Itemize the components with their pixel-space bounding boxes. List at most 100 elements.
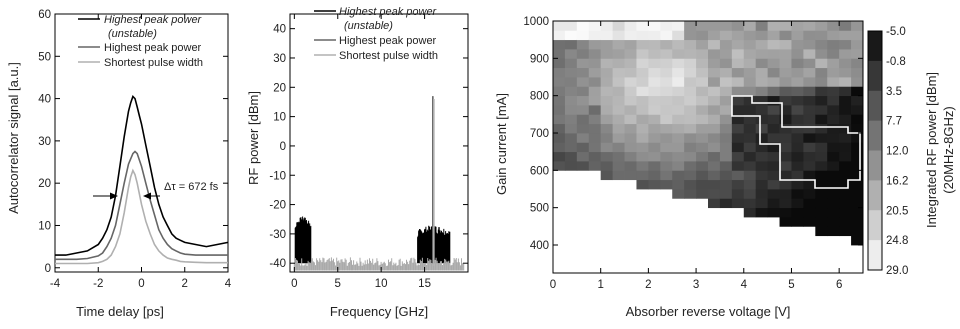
heatmap-cell [827,39,840,50]
heatmap-cell [672,30,685,41]
heatmap-cell [553,58,566,69]
heatmap-cell [719,142,733,153]
heatmap-cell [660,77,673,87]
heatmap-cell [708,95,721,106]
heatmap-cell [827,95,840,106]
annotation-label: Δτ = 672 fs [164,181,219,193]
heatmap-cell [731,198,745,209]
heatmap-cell [684,77,697,87]
plot-frame [552,20,864,274]
heatmap-cell [791,170,804,181]
heatmap-cell [839,58,852,69]
heatmap-cell [636,21,649,31]
heatmap-cell [803,217,816,227]
heatmap-cell [743,86,757,97]
heatmap-cell [827,207,840,218]
heatmap-cell [839,198,852,209]
heatmap-cell [648,170,661,181]
heatmap-cell [779,30,792,41]
heatmap-cell [851,58,864,69]
colorbar-tick-label: 12.0 [886,146,908,158]
heatmap-cell [660,114,673,125]
heatmap-cell [684,189,697,199]
heatmap-cell [803,77,816,87]
y-tick-label: 40 [273,24,286,36]
rf-power-map: 0 1 2 3 4 5 6 400 500 600 700 800 900 1000 Absorber r… [494,16,956,319]
heatmap-cell [553,77,566,87]
axis-ticks: 0 1 2 3 4 5 6 400 500 600 700 800 900 1000 [523,16,863,291]
heatmap-cell [839,217,852,227]
y-tick-label: 10 [38,220,51,232]
heatmap-cell [791,189,804,199]
heatmap-cell [708,49,721,59]
heatmap-cell [612,77,625,87]
heatmap-cell [815,30,828,41]
heatmap-cell [767,161,780,171]
rf-spectrum-plot: 0 5 10 15 -40 -30 -20 -10 0 10 20 30 40 Frequency [G… [246,6,469,319]
heatmap-cell [648,133,661,143]
heatmap-cell [743,142,757,153]
heatmap-cell [791,151,804,162]
heatmap-cell [576,105,590,115]
y-tick-label: 10 [273,112,286,124]
heatmap-cell [791,142,804,153]
heatmap-cell [624,30,637,41]
heatmap-cell [564,151,578,162]
heatmap-cell [851,67,864,78]
heatmap-cell [755,39,769,50]
heatmap-cell [803,170,816,181]
heatmap-cell [803,58,816,69]
heatmap-cell [731,21,745,31]
colorbar-tick-label: 29.0 [886,265,908,277]
heatmap-cell [624,105,637,115]
heatmap-cell [815,207,828,218]
heatmap-cell [660,95,673,106]
heatmap-cell [576,49,590,59]
heatmap-cell [839,86,852,97]
heatmap-cell [588,30,602,41]
heatmap-cell [564,58,578,69]
heatmap-cell [648,30,661,41]
heatmap-cell [600,123,614,134]
heatmap-cell [731,58,745,69]
heatmap-cell [779,198,792,209]
heatmap-cell [791,114,804,125]
heatmap-cells [553,21,864,246]
heatmap-cell [672,77,685,87]
heatmap-cell [743,207,757,218]
heatmap-cell [827,217,840,227]
heatmap-cell [803,105,816,115]
colorbar-band [868,240,882,271]
heatmap-cell [708,39,721,50]
heatmap-cell [851,30,864,41]
plot-frame [289,13,469,273]
heatmap-cell [708,179,721,190]
heatmap-cell [612,142,625,153]
heatmap-cell [672,189,685,199]
y-tick-label: 20 [38,178,51,190]
heatmap-cell [588,58,602,69]
heatmap-cell [672,161,685,171]
heatmap-cell [743,105,757,115]
colorbar-tick-label: -0.8 [886,56,906,68]
heatmap-cell [827,226,840,237]
heatmap-cell [696,105,709,115]
heatmap-cell [827,58,840,69]
heatmap-cell [755,95,769,106]
heatmap-cell [791,217,804,227]
heatmap-cell [791,21,804,31]
heatmap-cell [553,142,566,153]
x-tick-label: 0 [291,278,297,290]
heatmap-cell [755,133,769,143]
heatmap-cell [791,67,804,78]
heatmap-cell [731,86,745,97]
heatmap-cell [672,123,685,134]
x-tick-label: 0 [138,278,144,290]
heatmap-cell [684,123,697,134]
heatmap-cell [588,142,602,153]
x-axis-label: Frequency [GHz] [330,304,428,319]
heatmap-cell [779,179,792,190]
heatmap-cell [767,67,780,78]
heatmap-cell [672,114,685,125]
heatmap-cell [815,39,828,50]
